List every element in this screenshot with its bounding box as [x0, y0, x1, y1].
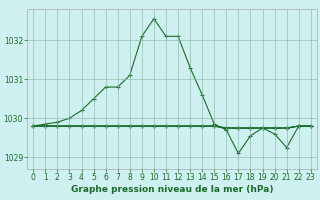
- X-axis label: Graphe pression niveau de la mer (hPa): Graphe pression niveau de la mer (hPa): [71, 185, 273, 194]
